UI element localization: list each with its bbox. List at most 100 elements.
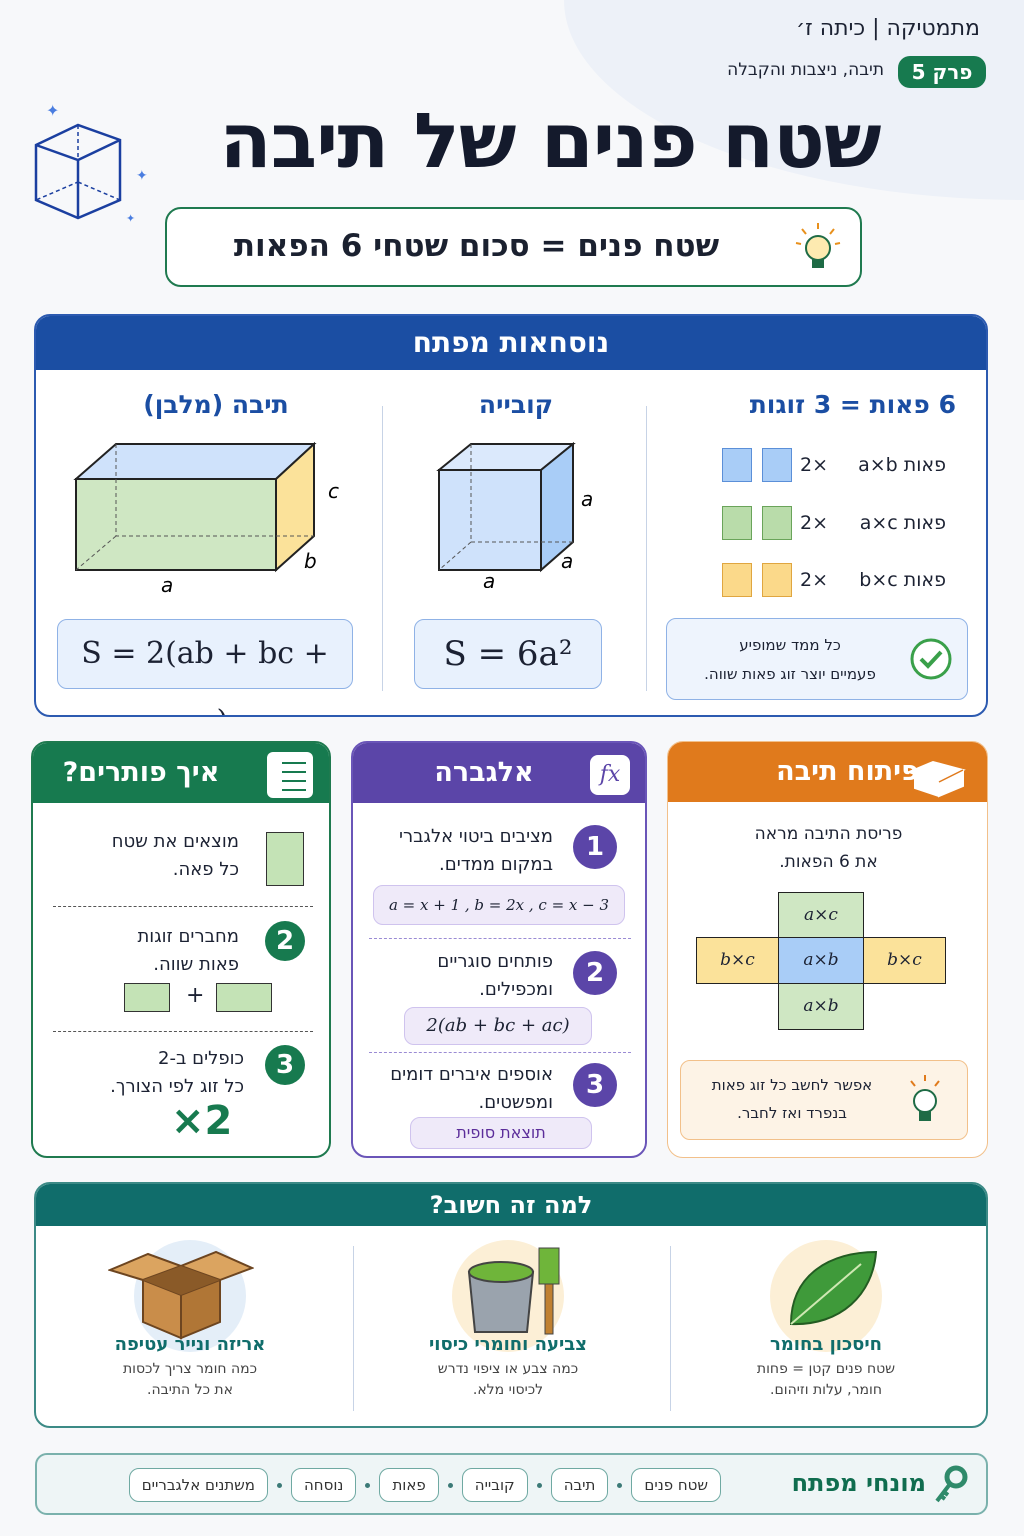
why-item-title: אריזה ונייר עטיפה <box>114 1334 266 1355</box>
step-number: 2 <box>265 921 305 961</box>
step-text: אוספים איברים דומים <box>390 1064 553 1085</box>
step-number: 3 <box>265 1045 305 1085</box>
cube-diagram: a a a <box>436 441 593 588</box>
pair-row: פאות a×b ×2 <box>686 447 946 483</box>
net-face-bottom: a×b <box>778 983 864 1030</box>
cardboard-box-icon <box>108 1250 254 1340</box>
note-line: פעמיים יוצר זוג פאות שווה. <box>704 665 876 683</box>
face-rect <box>216 983 272 1012</box>
step-text: ומפשטים. <box>478 1092 554 1113</box>
step-text: מציבים ביטוי אלגברי <box>398 826 553 847</box>
why-item: צביעה וחומרי כיסוי כמה צבע או ציפוי נדרש ל… <box>358 1334 658 1401</box>
step-number: 3 <box>573 1063 617 1107</box>
term-chip[interactable]: נוסחה <box>291 1468 357 1502</box>
pair-multiplier: ×2 <box>799 512 828 534</box>
svg-text:✦: ✦ <box>46 101 59 120</box>
checklist-icon <box>267 752 313 798</box>
step-text: מוצאים את שטח <box>111 831 239 852</box>
pair-label: פאות a×c <box>859 512 946 534</box>
why-item-title: חיסכון בחומר <box>769 1334 883 1355</box>
label-a: a <box>561 549 573 573</box>
step-text: ומכפילים. <box>479 979 553 1000</box>
divider <box>369 938 631 939</box>
term-chip[interactable]: פאות <box>379 1468 439 1502</box>
net-tip: אפשר לחשב כל זוג פאות בנפרד ואז לחבר. <box>680 1060 968 1140</box>
chapter-title: תיבה, ניצבות והקבלה <box>727 60 884 80</box>
note-line: כל ממד שמופיע <box>739 636 841 654</box>
pairs-heading: 6 פאות = 3 זוגות <box>749 390 956 419</box>
separator-dot <box>617 1482 623 1488</box>
function-icon: fx <box>590 755 630 795</box>
divider <box>53 906 313 907</box>
label-a: a <box>581 487 593 511</box>
divider <box>382 406 383 691</box>
label-c: c <box>328 479 339 503</box>
subject-line: מתמטיקה | כיתה ז׳ <box>795 16 980 41</box>
step-text: פותחים סוגריים <box>437 951 553 972</box>
label-a: a <box>161 573 173 596</box>
final-result-pill: תוצאת סופית <box>410 1117 592 1149</box>
lightbulb-icon <box>795 223 841 268</box>
pair-multiplier: ×2 <box>799 454 828 476</box>
page-title: שטח פנים של תיבה <box>219 96 881 185</box>
why-important-panel: למה זה חשוב? חיסכון בחומר שטח פנים קטן = … <box>34 1182 988 1428</box>
box-formula: S = 2(ab + bc + ac) <box>57 619 353 715</box>
face-square <box>266 832 304 886</box>
plus-sign: + <box>186 983 205 1008</box>
divider <box>670 1246 671 1411</box>
svg-text:✦: ✦ <box>126 212 135 225</box>
pair-row: פאות b×c ×2 <box>686 562 946 598</box>
paint-bucket-icon <box>467 1247 560 1335</box>
chapter-badge: פרק 5 <box>898 56 986 88</box>
step-text: כל זוג לפי הצורך. <box>110 1076 244 1097</box>
lightbulb-icon <box>910 1075 940 1121</box>
net-face-right: b×c <box>863 937 946 984</box>
face-square <box>762 448 792 482</box>
face-square <box>722 448 752 482</box>
open-box-icon <box>906 760 966 798</box>
face-rect <box>124 983 170 1012</box>
box-heading: תיבה (מלבן) <box>143 390 289 419</box>
why-item: חיסכון בחומר שטח פנים קטן = פחות חומר, עלו… <box>676 1334 976 1401</box>
times-two: ×2 <box>171 1098 233 1144</box>
cuboid-diagram: a b c <box>73 441 339 596</box>
divider <box>53 1031 313 1032</box>
step-text: מחברים זוגות <box>137 926 239 947</box>
cube-formula: S = 6a² <box>414 619 602 689</box>
term-chip[interactable]: תיבה <box>550 1468 609 1502</box>
term-chip[interactable]: שטח פנים <box>631 1468 721 1502</box>
step-text: במקום ממדים. <box>439 854 553 875</box>
term-chip[interactable]: משתנים אלגבריים <box>128 1468 268 1502</box>
tip-text: בנפרד ואז לחבר. <box>737 1104 847 1122</box>
key-terms-heading: מונחי מפתח <box>791 1469 926 1497</box>
main-formula: שטח פנים = סכום שטחי 6 הפאות <box>233 228 720 264</box>
cube-heading: קובייה <box>478 390 554 419</box>
face-square <box>722 506 752 540</box>
label-b: b <box>304 549 317 573</box>
key-formulas-heading: נוסחאות מפתח <box>36 316 986 370</box>
pairs-note: כל ממד שמופיע פעמיים יוצר זוג פאות שווה. <box>666 618 968 700</box>
divider <box>646 406 647 691</box>
net-card: פיתוח תיבה פריסת התיבה מראה את 6 הפאות. a… <box>667 741 988 1158</box>
why-item-text: לכיסוי מלא. <box>472 1382 544 1398</box>
term-chip[interactable]: קובייה <box>461 1468 528 1502</box>
separator-dot <box>447 1482 453 1488</box>
cube-icon: ✦ ✦ ✦ <box>34 101 148 225</box>
face-square <box>762 506 792 540</box>
key-icon <box>935 1465 968 1503</box>
pair-label: פאות a×b <box>858 454 946 476</box>
step-number: 1 <box>573 825 617 869</box>
net-text: את 6 הפאות. <box>779 852 878 872</box>
net-text: פריסת התיבה מראה <box>754 824 903 844</box>
pair-row: פאות a×c ×2 <box>686 505 946 541</box>
step-number: 2 <box>573 951 617 995</box>
why-item-text: חומר, עלות וזיהום. <box>770 1382 882 1398</box>
step-text: כופלים ב-2 <box>158 1048 244 1069</box>
check-icon <box>910 638 952 680</box>
net-face-top: a×c <box>778 892 864 938</box>
pair-label: פאות b×c <box>859 569 946 591</box>
why-item-text: שטח פנים קטן = פחות <box>756 1361 896 1377</box>
why-item: אריזה ונייר עטיפה כמה חומר צריך לכסות את כ… <box>40 1334 340 1401</box>
svg-text:✦: ✦ <box>136 168 148 184</box>
separator-dot <box>365 1482 371 1488</box>
